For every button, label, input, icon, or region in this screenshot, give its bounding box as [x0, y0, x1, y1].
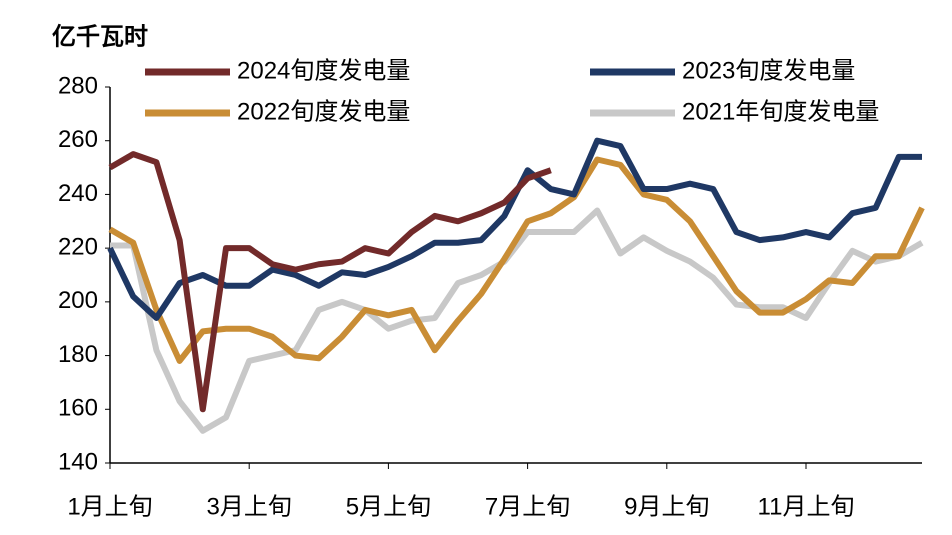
y-tick-label: 180	[58, 341, 98, 368]
x-tick-label: 7月上旬	[485, 493, 570, 520]
y-tick-label: 200	[58, 287, 98, 314]
legend-label: 2024旬度发电量	[237, 57, 410, 84]
series-line	[108, 151, 552, 413]
series-line	[108, 156, 925, 364]
y-tick-label: 160	[58, 395, 98, 422]
y-axis-label: 亿千瓦时	[52, 23, 148, 50]
legend-label: 2021年旬度发电量	[682, 98, 879, 125]
series-line	[107, 137, 922, 321]
legend-label: 2022旬度发电量	[237, 98, 410, 125]
x-tick-label: 1月上旬	[67, 493, 152, 520]
x-tick-label: 11月上旬	[758, 493, 855, 520]
y-tick-label: 240	[58, 180, 98, 207]
x-tick-label: 9月上旬	[624, 493, 709, 520]
x-tick-label: 5月上旬	[346, 493, 431, 520]
y-tick-label: 260	[58, 126, 98, 153]
y-tick-label: 220	[58, 233, 98, 260]
y-tick-label: 140	[58, 448, 98, 475]
legend-label: 2023旬度发电量	[682, 57, 855, 84]
y-tick-label: 280	[58, 72, 98, 99]
x-tick-label: 3月上旬	[207, 493, 292, 520]
